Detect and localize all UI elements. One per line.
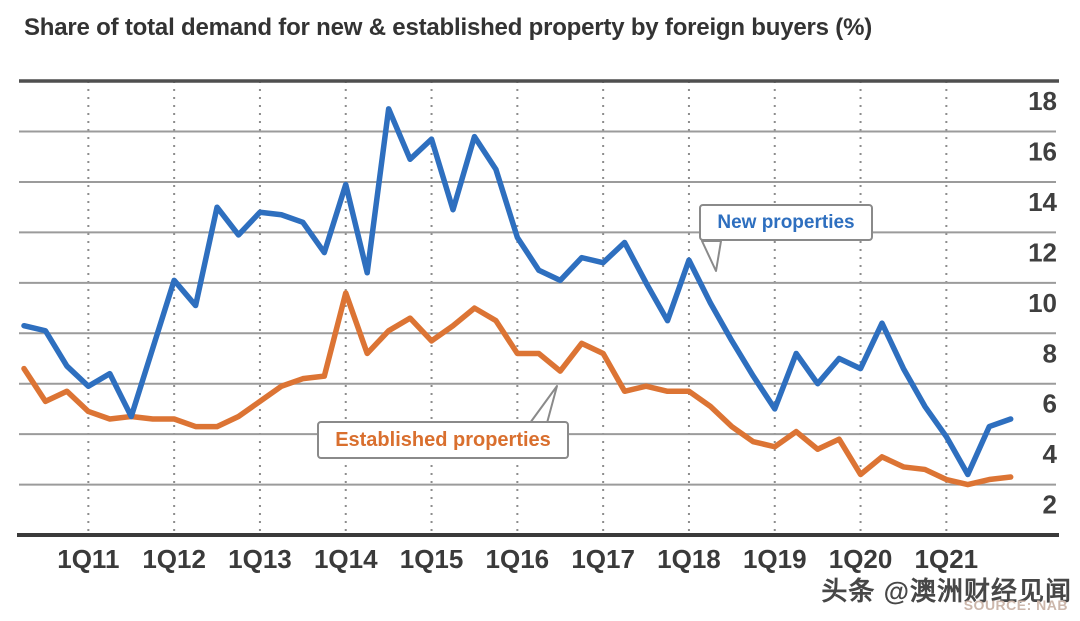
y-axis-label: 4 (1043, 439, 1058, 469)
x-axis-label: 1Q14 (314, 544, 378, 574)
chart-title: Share of total demand for new & establis… (24, 14, 873, 41)
y-axis-label: 18 (1028, 86, 1057, 116)
x-axis-label: 1Q18 (657, 544, 721, 574)
y-axis-label: 14 (1028, 187, 1057, 217)
y-axis-label: 12 (1028, 237, 1057, 267)
y-axis-label: 2 (1043, 490, 1057, 520)
y-axis-label: 8 (1043, 338, 1057, 368)
callout-tail-established-properties (529, 385, 558, 424)
legend-callout-established-properties: Established properties (317, 421, 569, 459)
y-axis-label: 16 (1028, 137, 1057, 167)
legend-label-established-properties: Established properties (335, 428, 551, 451)
y-axis-label: 6 (1043, 389, 1057, 419)
series-line-established-properties (21, 290, 1014, 488)
x-axis-label: 1Q16 (486, 544, 550, 574)
x-axis-label: 1Q19 (743, 544, 807, 574)
x-axis-label: 1Q20 (829, 544, 893, 574)
series-line-new-properties (21, 106, 1014, 478)
watermark-text: 头条 @澳洲财经见闻 (821, 576, 1072, 606)
callout-tail-new-properties (701, 240, 722, 272)
x-axis-label: 1Q17 (571, 544, 635, 574)
source-attribution: SOURCE: NAB (963, 597, 1068, 613)
y-axis-label: 10 (1028, 288, 1057, 318)
x-axis-label: 1Q11 (57, 544, 119, 574)
x-axis-label: 1Q21 (915, 544, 979, 574)
legend-label-new-properties: New properties (717, 211, 855, 233)
legend-callout-new-properties: New properties (699, 204, 873, 241)
x-axis-label: 1Q12 (142, 544, 206, 574)
x-axis-label: 1Q13 (228, 544, 292, 574)
x-axis-label: 1Q15 (400, 544, 464, 574)
